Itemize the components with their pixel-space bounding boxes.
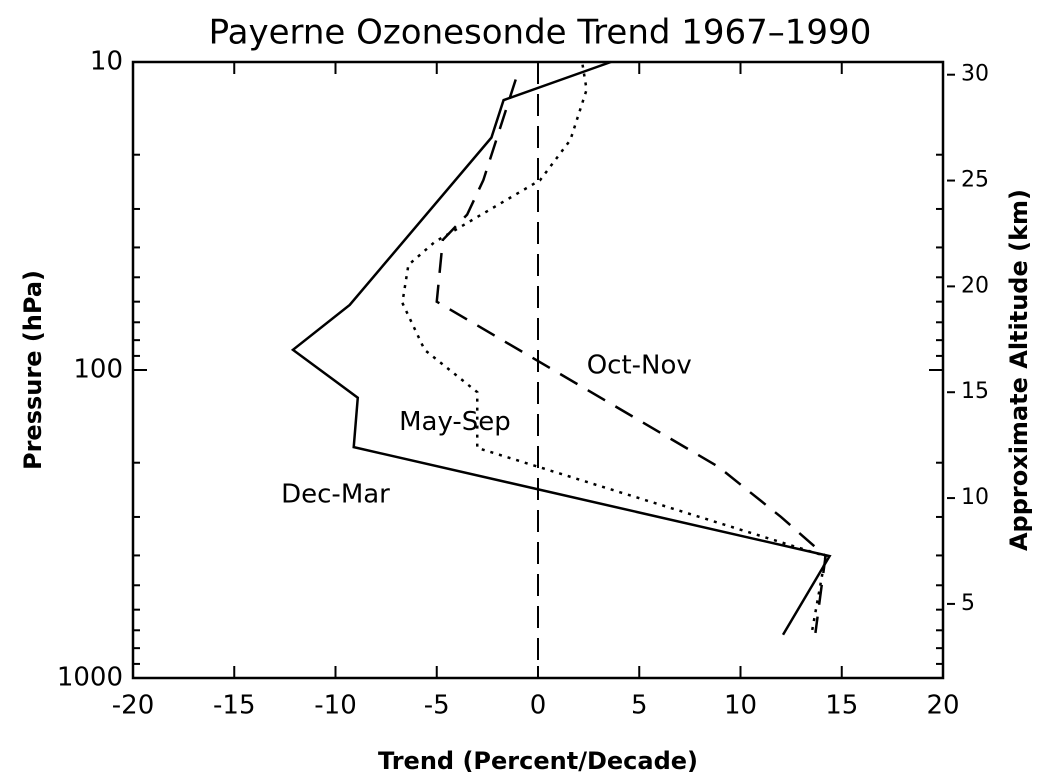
series-annotation: Oct-Nov bbox=[587, 350, 692, 380]
series-line bbox=[401, 64, 827, 636]
x-tick-label: 5 bbox=[631, 691, 648, 721]
y-axis-label: Pressure (hPa) bbox=[19, 270, 47, 470]
x-tick-label: -5 bbox=[424, 691, 450, 721]
x-tick-label: 15 bbox=[825, 691, 858, 721]
x-tick-label: -10 bbox=[314, 691, 356, 721]
y2-tick-label: 15 bbox=[961, 379, 989, 404]
y2-axis-label: Approximate Altitude (km) bbox=[1005, 189, 1033, 551]
y-tick-label: 10 bbox=[90, 47, 123, 77]
x-tick-label: 20 bbox=[926, 691, 959, 721]
x-axis-label: Trend (Percent/Decade) bbox=[378, 747, 698, 775]
series-line bbox=[435, 79, 827, 634]
series-annotation: Dec-Mar bbox=[281, 480, 390, 510]
series-annotation: May-Sep bbox=[399, 407, 511, 437]
y2-tick-label: 30 bbox=[961, 62, 989, 87]
y-tick-label: 100 bbox=[73, 355, 123, 385]
x-tick-label: 10 bbox=[724, 691, 757, 721]
y2-tick-label: 5 bbox=[961, 591, 975, 616]
y2-tick-label: 25 bbox=[961, 168, 989, 193]
x-tick-label: -15 bbox=[213, 691, 255, 721]
y-tick-label: 1000 bbox=[57, 663, 123, 693]
series-line bbox=[290, 60, 832, 636]
y2-tick-label: 10 bbox=[961, 485, 989, 510]
chart-title: Payerne Ozonesonde Trend 1967–1990 bbox=[209, 13, 872, 53]
y2-tick-label: 20 bbox=[961, 273, 989, 298]
x-tick-label: 0 bbox=[530, 691, 547, 721]
x-tick-label: -20 bbox=[112, 691, 154, 721]
